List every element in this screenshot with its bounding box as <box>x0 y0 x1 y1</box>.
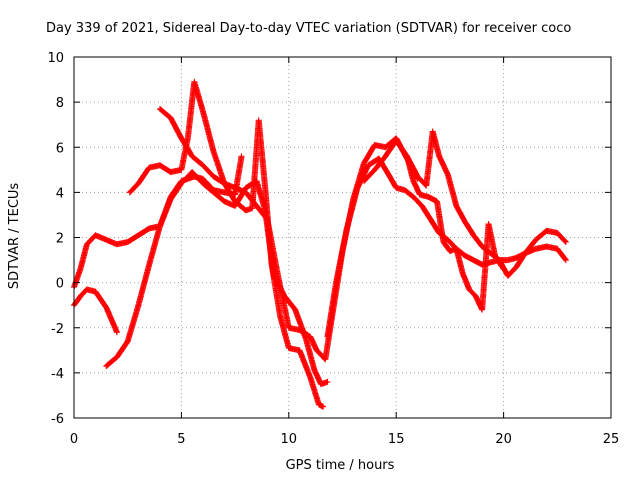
y-tick-label: 2 <box>56 232 64 247</box>
series-markers <box>403 153 507 313</box>
y-tick-label: 6 <box>56 141 64 156</box>
series-track-8 <box>403 153 507 313</box>
series-track-3 <box>103 169 331 388</box>
x-tick-label: 25 <box>603 432 620 447</box>
series-track-5 <box>156 105 421 363</box>
x-tick-label: 20 <box>495 432 512 447</box>
y-tick-label: -4 <box>51 367 64 382</box>
y-tick-label: 0 <box>56 277 64 292</box>
x-tick-label: 5 <box>177 432 185 447</box>
y-tick-label: 10 <box>47 51 64 66</box>
series-track-7 <box>361 128 569 279</box>
y-tick-label: 8 <box>56 96 64 111</box>
series-markers <box>156 105 421 363</box>
y-tick-label: 4 <box>56 186 64 201</box>
series-layer <box>71 78 569 410</box>
x-tick-label: 10 <box>281 432 298 447</box>
y-tick-label: -6 <box>51 412 64 427</box>
series-markers <box>361 128 569 279</box>
chart-title: Day 339 of 2021, Sidereal Day-to-day VTE… <box>46 21 571 36</box>
x-tick-label: 0 <box>70 432 78 447</box>
x-axis-label: GPS time / hours <box>286 458 395 473</box>
tick-layer: 0 5 10 15 20 25 -6 -4 -2 0 2 4 6 8 10 <box>47 51 619 447</box>
x-tick-label: 15 <box>388 432 405 447</box>
series-markers <box>103 169 331 388</box>
y-axis-label: SDTVAR / TECUs <box>7 183 22 290</box>
y-tick-label: -2 <box>51 322 64 337</box>
